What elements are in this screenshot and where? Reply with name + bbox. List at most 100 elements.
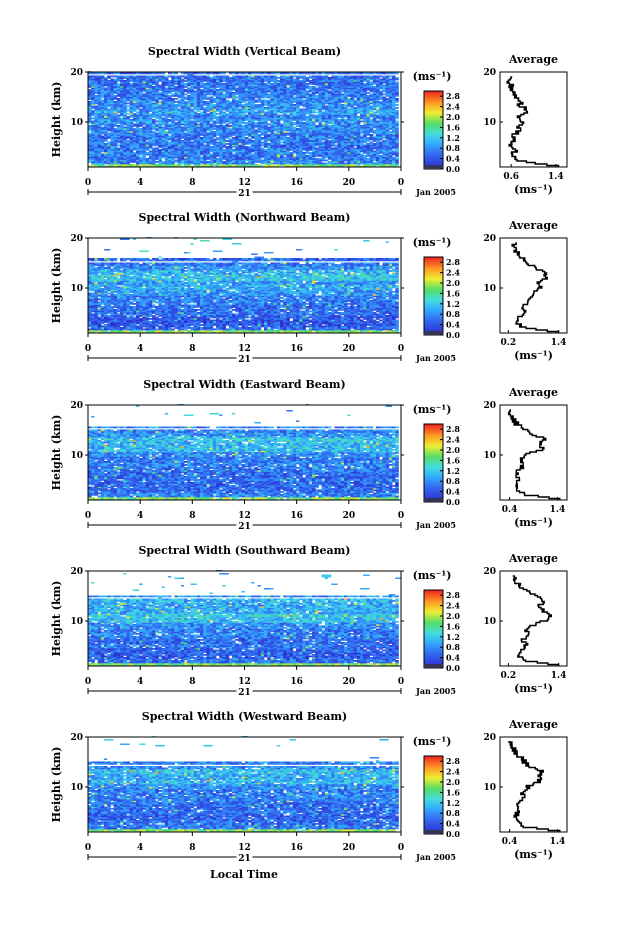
heatmap-cell xyxy=(149,113,153,115)
heatmap-cell xyxy=(139,157,143,159)
heatmap-cell xyxy=(254,112,258,114)
heatmap-cell xyxy=(328,125,332,127)
heatmap-cell xyxy=(328,161,332,163)
heatmap-cell xyxy=(222,161,226,163)
heatmap-cell xyxy=(338,119,342,121)
heatmap-cell xyxy=(315,158,319,160)
heatmap-cell xyxy=(248,139,252,141)
heatmap-cell xyxy=(322,112,326,114)
heatmap xyxy=(88,71,399,167)
heatmap-cell xyxy=(216,142,220,144)
heatmap-cell xyxy=(251,140,255,142)
heatmap-cell xyxy=(88,133,92,135)
heatmap-cell xyxy=(155,164,159,166)
heatmap-cell xyxy=(133,152,137,154)
heatmap-cell xyxy=(229,125,233,127)
heatmap-cell xyxy=(133,164,137,166)
heatmap-cell xyxy=(315,148,319,150)
heatmap-cell xyxy=(267,143,271,145)
spectral-width-figure: Spectral Width (Vertical Beam)Height (km… xyxy=(0,0,622,929)
heatmap-cell xyxy=(226,146,230,148)
heatmap-cell xyxy=(142,127,146,129)
heatmap-cell xyxy=(181,140,185,142)
heatmap-cell xyxy=(293,127,297,129)
heatmap-cell xyxy=(168,124,172,126)
heatmap-cell xyxy=(200,137,204,139)
heatmap-cell xyxy=(258,134,262,136)
heatmap-cell xyxy=(392,151,396,153)
heatmap-cell xyxy=(117,148,121,150)
heatmap-cell xyxy=(174,160,178,162)
heatmap-cell xyxy=(190,121,194,123)
heatmap-cell xyxy=(213,139,217,141)
heatmap-cell xyxy=(261,148,265,150)
heatmap-cell xyxy=(373,163,377,165)
heatmap-cell xyxy=(165,131,169,133)
heatmap-cell xyxy=(174,164,178,166)
heatmap-cell xyxy=(258,164,262,166)
y-axis-label: Height (km) xyxy=(50,82,63,158)
heatmap-cell xyxy=(267,124,271,126)
heatmap-cell xyxy=(226,140,230,142)
heatmap-cell xyxy=(146,152,150,154)
heatmap-cell xyxy=(146,158,150,160)
heatmap-cell xyxy=(315,112,319,114)
heatmap-cell xyxy=(216,137,220,139)
heatmap-cell xyxy=(107,133,111,135)
heatmap-cell xyxy=(229,139,233,141)
heatmap-cell xyxy=(254,130,258,132)
heatmap-cell xyxy=(181,127,185,129)
heatmap-cell xyxy=(130,119,134,121)
heatmap-cell xyxy=(254,164,258,166)
heatmap-cell xyxy=(242,125,246,127)
heatmap-cell xyxy=(101,154,105,156)
heatmap-cell xyxy=(117,145,121,147)
heatmap-cell xyxy=(216,113,220,115)
heatmap-cell xyxy=(226,113,230,115)
heatmap-cell xyxy=(155,124,159,126)
heatmap-cell xyxy=(245,163,249,165)
heatmap-cell xyxy=(114,128,118,130)
heatmap-cell xyxy=(392,157,396,159)
heatmap-cell xyxy=(136,112,140,114)
heatmap-cell xyxy=(184,133,188,135)
heatmap-cell xyxy=(277,115,281,117)
heatmap-cell xyxy=(238,109,242,111)
heatmap-cell xyxy=(254,122,258,124)
heatmap-cell xyxy=(274,133,278,135)
heatmap-cell xyxy=(360,121,364,123)
heatmap-cell xyxy=(366,143,370,145)
heatmap-cell xyxy=(354,148,358,150)
heatmap-cell xyxy=(373,151,377,153)
heatmap-cell xyxy=(389,131,393,133)
heatmap-cell xyxy=(379,142,383,144)
heatmap-cell xyxy=(197,124,201,126)
heatmap-cell xyxy=(312,115,316,117)
heatmap-cell xyxy=(373,112,377,114)
heatmap-cell xyxy=(216,116,220,118)
heatmap-cell xyxy=(306,116,310,118)
heatmap-cell xyxy=(206,133,210,135)
heatmap-cell xyxy=(133,128,137,130)
heatmap-cell xyxy=(382,140,386,142)
heatmap-cell xyxy=(200,112,204,114)
heatmap-cell xyxy=(296,128,300,130)
heatmap-cell xyxy=(245,115,249,117)
heatmap-cell xyxy=(264,149,268,151)
heatmap-cell xyxy=(210,154,214,156)
heatmap-cell xyxy=(280,142,284,144)
heatmap-cell xyxy=(395,121,399,123)
heatmap-cell xyxy=(130,164,134,166)
heatmap-cell xyxy=(104,143,108,145)
heatmap-cell xyxy=(126,140,130,142)
heatmap-cell xyxy=(88,125,92,127)
heatmap-cell xyxy=(373,143,377,145)
heatmap-cell xyxy=(162,161,166,163)
heatmap-cell xyxy=(360,125,364,127)
heatmap-cell xyxy=(322,124,326,126)
heatmap-cell xyxy=(309,152,313,154)
heatmap-cell xyxy=(197,113,201,115)
heatmap-cell xyxy=(302,109,306,111)
heatmap-cell xyxy=(168,142,172,144)
heatmap-cell xyxy=(370,134,374,136)
